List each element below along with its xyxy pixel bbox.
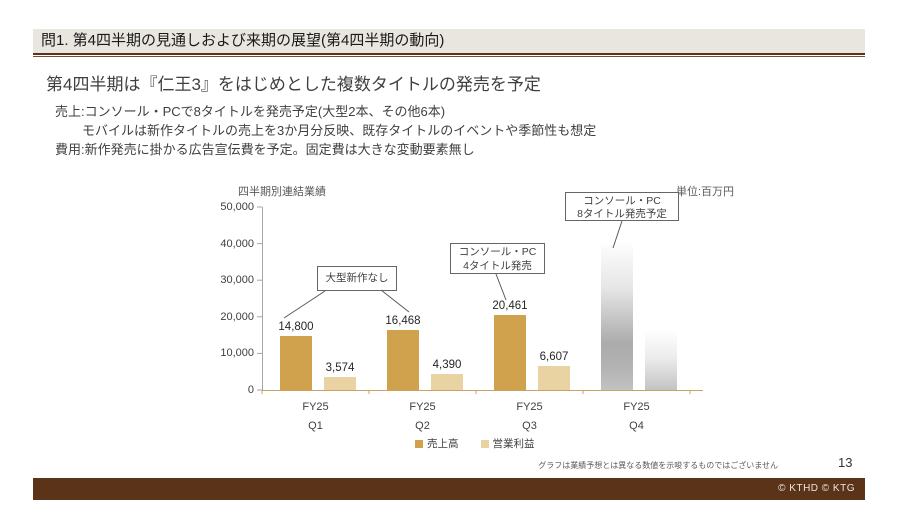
x-axis-label-line: Q3	[522, 420, 537, 432]
legend-label-sales: 売上高	[427, 438, 459, 450]
y-tick-label: 30,000	[220, 274, 254, 287]
x-axis-label-line: FY25	[302, 401, 329, 413]
annotation-q4-releases: コンソール・PC 8タイトル発売予定	[565, 192, 679, 221]
y-tick-label: 20,000	[220, 310, 254, 323]
chart-disclaimer: グラフは業績予想とは異なる数値を示唆するものではございません	[538, 461, 778, 470]
annotation-text: 4タイトル発売	[463, 260, 532, 272]
bar-営業利益-q4	[645, 331, 677, 390]
plot-area: 14,800 16,468 20,461 3,574 4,390 6,607	[262, 207, 703, 391]
annotation-text: コンソール・PC	[458, 246, 537, 258]
x-axis-label-line: Q2	[415, 420, 430, 432]
body-line-sales: 売上:コンソール・PCで8タイトルを発売予定(大型2本、その他6本)	[55, 104, 446, 119]
body-text: 売上:コンソール・PCで8タイトルを発売予定(大型2本、その他6本) モバイルは…	[55, 102, 596, 159]
body-line-cost: 費用:新作発売に掛かる広告宣伝費を予定。固定費は大きな変動要素無し	[55, 142, 475, 157]
legend-label-profit: 営業利益	[492, 438, 535, 450]
x-axis-label-q1: FY25 Q1	[262, 398, 369, 436]
copyright-text: © KTHD © KTG	[778, 483, 855, 494]
header-rule-thin	[33, 56, 865, 57]
bar-value-label: 14,800	[278, 320, 314, 333]
x-axis-label-line: Q1	[308, 420, 323, 432]
y-axis-labels: 0 10,000 20,000 30,000 40,000 50,000	[180, 201, 254, 396]
y-tick-label: 40,000	[220, 237, 254, 250]
legend-swatch-profit-icon	[480, 439, 489, 448]
x-axis-label-q4: FY25 Q4	[583, 398, 690, 436]
legend-swatch-sales-icon	[415, 439, 423, 448]
x-axis-label-line: FY25	[623, 401, 650, 413]
annotation-q3-releases: コンソール・PC 4タイトル発売	[450, 243, 545, 274]
header-title: 問1. 第4四半期の見通しおよび来期の展望(第4四半期の動向)	[41, 32, 445, 49]
bar-営業利益-q3	[538, 365, 570, 390]
bar-value-label: 6,607	[539, 350, 569, 363]
x-axis-labels: FY25 Q1 FY25 Q2 FY25 Q3 FY25 Q4	[262, 398, 702, 438]
bar-売上高-q2	[387, 329, 419, 390]
x-axis-label-line: FY25	[516, 401, 543, 413]
y-tick-label: 50,000	[220, 201, 254, 213]
legend-item-sales: 売上高	[415, 436, 459, 451]
bar-value-label: 4,390	[432, 358, 462, 371]
x-axis-label-line: FY25	[409, 401, 436, 413]
bar-value-label: 20,461	[492, 300, 528, 313]
bar-value-label: 16,468	[385, 314, 421, 327]
header-rule-thick	[33, 53, 865, 55]
x-axis-label-line: Q4	[629, 420, 644, 432]
annotation-no-major-titles: 大型新作なし	[317, 266, 397, 291]
bar-営業利益-q2	[431, 373, 463, 390]
bar-売上高-q1	[280, 335, 312, 390]
chart-unit-label: 単位:百万円	[676, 186, 735, 198]
chart-legend: 売上高 営業利益	[415, 436, 535, 451]
copyright-bar: © KTHD © KTG	[33, 478, 865, 500]
bar-売上高-q4	[601, 243, 633, 390]
chart-title: 四半期別連結業績	[238, 186, 326, 198]
y-tick-label: 0	[247, 384, 254, 396]
legend-item-profit: 営業利益	[480, 436, 535, 451]
page-number: 13	[838, 455, 853, 470]
annotation-text: 8タイトル発売予定	[577, 208, 667, 220]
y-tick-label: 10,000	[220, 347, 254, 360]
bar-営業利益-q1	[324, 376, 356, 390]
bar-value-label: 3,574	[325, 361, 355, 374]
bar-売上高-q3	[494, 315, 526, 390]
x-axis-label-q3: FY25 Q3	[476, 398, 583, 436]
slide-heading: 第4四半期は『仁王3』をはじめとした複数タイトルの発売を予定	[46, 75, 541, 94]
x-axis-label-q2: FY25 Q2	[369, 398, 476, 436]
annotation-text: 大型新作なし	[325, 272, 389, 284]
slide-header-bar: 問1. 第4四半期の見通しおよび来期の展望(第4四半期の動向)	[33, 29, 865, 53]
body-line-mobile: モバイルは新作タイトルの売上を3か月分反映、既存タイトルのイベントや季節性も想定	[82, 123, 597, 138]
annotation-text: コンソール・PC	[583, 195, 661, 207]
